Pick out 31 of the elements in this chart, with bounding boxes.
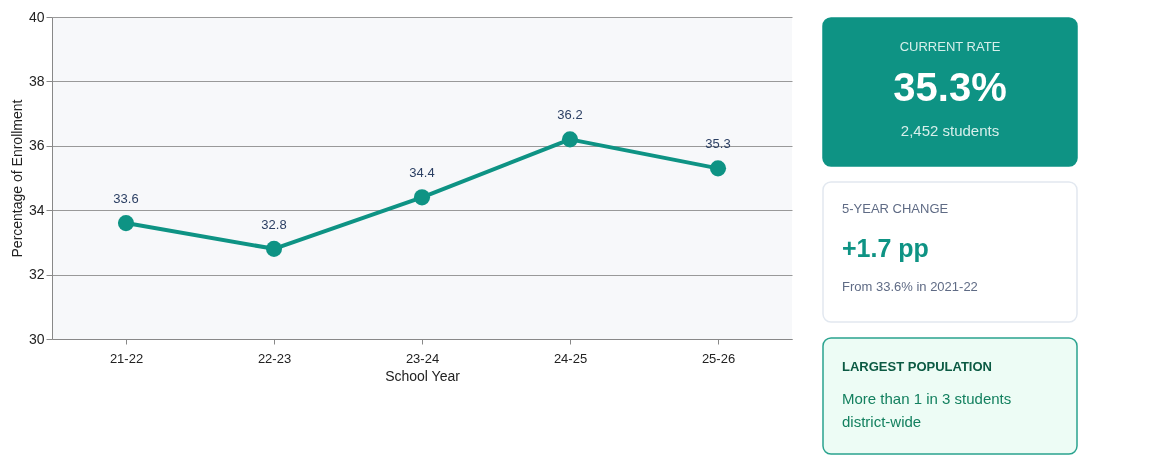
point [117,215,135,232]
x-tick-label: 21-22 [109,350,144,366]
y-tick-label: 34 [28,201,45,218]
data-label: 34.4 [409,165,435,181]
x-tick-label: 24-25 [553,350,588,366]
data-label: 33.6 [113,191,139,207]
x-tick-label: 25-26 [701,350,736,366]
y-tick-label: 36 [28,137,45,154]
text: +1.7 pp [842,234,929,262]
x-tick-label: 22-23 [257,350,292,366]
data-label: 35.3 [705,136,731,152]
y-tick-label: 30 [28,330,45,347]
y-tick-label: 32 [28,266,45,283]
data-label: 32.8 [261,216,287,232]
point [561,131,579,148]
x-tick-label: 23-24 [405,350,440,366]
text: 35.3% [893,65,1007,109]
point [265,240,283,257]
y-tick-label: 38 [28,72,45,89]
x-axis-title: School Year [385,367,461,384]
text: More than 1 in 3 students district-wide [842,390,1012,430]
text: LARGEST POPULATION [842,359,992,374]
text: CURRENT RATE [899,39,1001,54]
text: 2,452 students [900,122,1000,139]
point [413,189,431,206]
point [709,160,727,177]
text: From 33.6% in 2021-22 [842,279,978,294]
y-tick-label: 40 [28,8,45,25]
data-label: 36.2 [557,107,583,123]
y-axis-title: Percentage of Enrollment [8,99,25,258]
text: 5-YEAR CHANGE [842,201,949,216]
